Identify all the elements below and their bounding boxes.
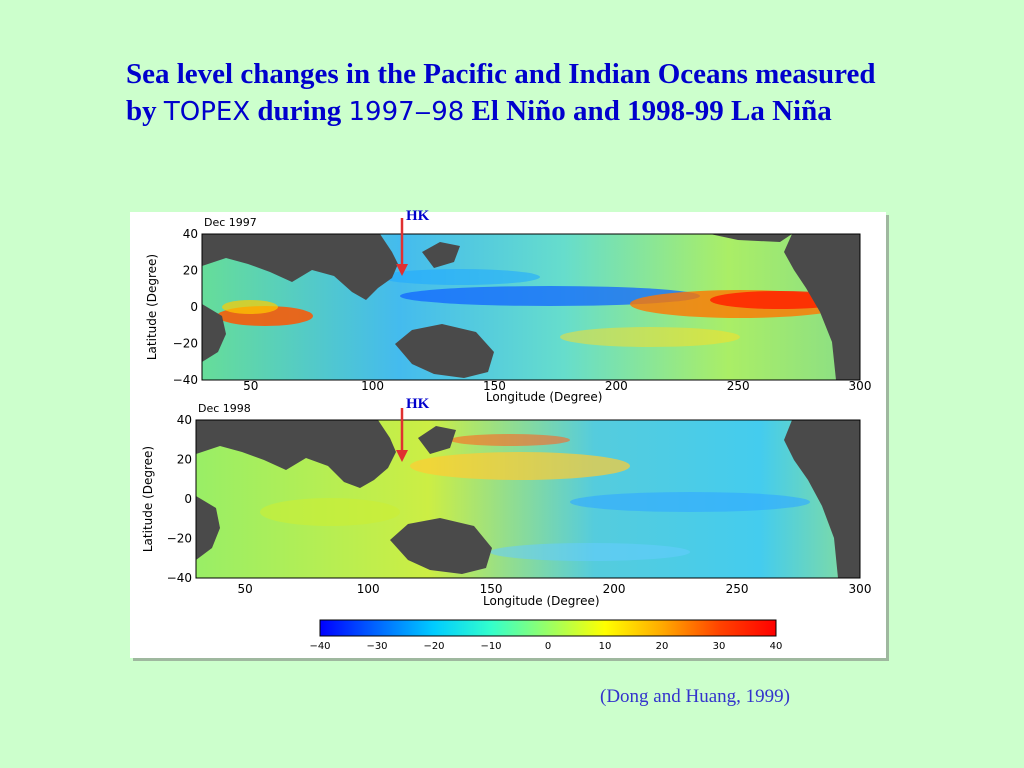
title-text-2: during — [250, 95, 349, 127]
x-tick-label: 300 — [849, 379, 872, 393]
colorbar-tick-label: 30 — [713, 641, 726, 652]
land-north-america-top — [710, 234, 792, 242]
map-frame — [195, 419, 861, 579]
colorbar — [319, 619, 777, 637]
map-dec-1998 — [195, 419, 861, 579]
land-australia — [390, 518, 492, 574]
figure-panel: Dec 1997 40 20 0 −20 −40 50 100 150 200 250 300 Long… — [130, 208, 886, 658]
y-tick-label: −40 — [173, 373, 198, 387]
land-east-asia — [418, 426, 456, 454]
x-tick-label: 150 — [480, 582, 503, 596]
title-text-3: El Niño and 1998-99 La Niña — [464, 95, 832, 127]
anomaly-north-blue — [380, 269, 540, 285]
title-text-1: Sea level changes in the Pacific and Ind… — [126, 58, 876, 127]
colorbar-tick-label: −20 — [423, 641, 444, 652]
y-tick-label: −20 — [173, 337, 198, 351]
anomaly-kuroshio-red — [450, 434, 570, 446]
colorbar-tick-label: −30 — [366, 641, 387, 652]
y-tick-label: 40 — [177, 413, 192, 427]
slide-title: Sea level changes in the Pacific and Ind… — [126, 56, 886, 131]
land-americas — [784, 420, 860, 578]
y-tick-label: −20 — [167, 532, 192, 546]
land-east-asia — [422, 242, 460, 268]
land-africa-south — [202, 304, 226, 362]
x-tick-label: 100 — [361, 379, 384, 393]
land-americas — [784, 234, 860, 380]
x-tick-label: 300 — [849, 582, 872, 596]
hk-arrowhead-1 — [396, 264, 408, 276]
x-tick-label: 50 — [238, 582, 253, 596]
x-tick-label: 250 — [727, 379, 750, 393]
y-tick-label: −40 — [167, 571, 192, 585]
colorbar-tick-label: −10 — [480, 641, 501, 652]
x-tick-label: 100 — [357, 582, 380, 596]
y-tick-label: 0 — [190, 300, 198, 314]
map-dec-1997 — [201, 233, 861, 381]
anomaly-western-pacific-negative — [400, 286, 700, 306]
x-tick-label: 250 — [726, 582, 749, 596]
y-axis-title: Latitude (Degree) — [141, 446, 155, 552]
y-tick-label: 0 — [184, 492, 192, 506]
anomaly-south-blue — [490, 543, 690, 561]
colorbar-tick-label: 0 — [545, 641, 551, 652]
map-frame — [201, 233, 861, 381]
land-africa-south — [196, 496, 220, 560]
land-asia-africa — [202, 234, 398, 300]
colorbar-tick-label: 10 — [599, 641, 612, 652]
x-tick-label: 200 — [603, 582, 626, 596]
anomaly-indian-yellow — [260, 498, 400, 526]
x-tick-label: 150 — [483, 379, 506, 393]
y-tick-label: 20 — [177, 453, 192, 467]
anomaly-equatorial-negative — [570, 492, 810, 512]
hk-label-1: HK — [406, 208, 430, 224]
x-axis-title: Longitude (Degree) — [483, 594, 600, 608]
anomaly-indian-yellow — [222, 300, 278, 314]
title-topex: TOPEX — [163, 97, 251, 127]
colorbar-tick-label: 40 — [770, 641, 783, 652]
x-axis-title: Longitude (Degree) — [486, 390, 603, 404]
y-axis-title: Latitude (Degree) — [145, 254, 159, 360]
colorbar-tick-label: 20 — [656, 641, 669, 652]
land-australia — [395, 324, 494, 378]
land-asia-africa — [196, 420, 396, 488]
title-years: 1997‒98 — [348, 97, 465, 127]
map-date-label: Dec 1997 — [204, 216, 257, 229]
citation: (Dong and Huang, 1999) — [600, 686, 790, 707]
hk-label-2: HK — [406, 396, 430, 412]
y-tick-label: 40 — [183, 227, 198, 241]
anomaly-south-yellow — [560, 327, 740, 347]
anomaly-western-pacific-positive — [410, 452, 630, 480]
x-tick-label: 200 — [605, 379, 628, 393]
y-tick-label: 20 — [183, 264, 198, 278]
x-tick-label: 50 — [243, 379, 258, 393]
hk-arrowhead-2 — [396, 450, 408, 462]
colorbar-tick-label: −40 — [309, 641, 330, 652]
map-date-label: Dec 1998 — [198, 402, 251, 415]
